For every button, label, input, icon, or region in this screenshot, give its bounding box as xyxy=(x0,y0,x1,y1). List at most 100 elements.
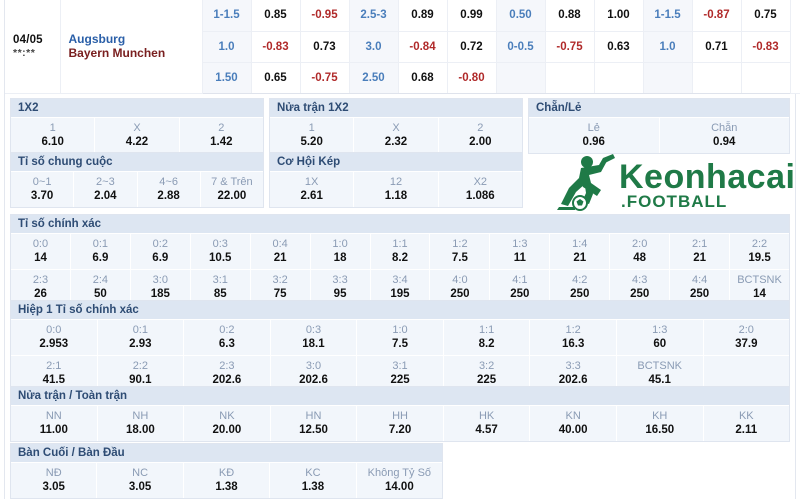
odds-option[interactable]: 0:1 2.93 xyxy=(97,320,185,355)
odds-option[interactable]: 1:0 18 xyxy=(310,234,371,269)
odds-option[interactable]: Lẻ 0.96 xyxy=(529,118,660,153)
odds-cell[interactable]: 0.89 xyxy=(398,0,448,32)
odds-option[interactable]: 0:0 14 xyxy=(11,234,71,269)
odds-option[interactable]: X 2.32 xyxy=(354,118,439,153)
odds-cell[interactable]: 0.50 xyxy=(496,0,546,32)
odds-option[interactable]: 3:1 85 xyxy=(190,270,251,305)
odds-option[interactable]: 1:1 8.2 xyxy=(370,234,431,269)
odds-option[interactable]: 1:1 8.2 xyxy=(443,320,531,355)
odds-option[interactable]: NK 20.00 xyxy=(184,406,271,441)
odds-cell[interactable]: 0.71 xyxy=(692,31,742,63)
odds-option[interactable]: Chẵn 0.94 xyxy=(659,118,789,153)
odds-option[interactable]: 4~6 2.88 xyxy=(137,172,201,207)
odds-cell[interactable]: 0-0.5 xyxy=(496,31,546,63)
odds-cell[interactable]: 1.00 xyxy=(594,0,644,32)
odds-option[interactable]: 0~1 3.70 xyxy=(11,172,75,207)
odds-option[interactable]: 3:3 202.6 xyxy=(530,356,617,391)
odds-option[interactable]: 4:1 250 xyxy=(490,270,551,305)
odds-cell[interactable]: 1-1.5 xyxy=(643,0,693,32)
odds-option[interactable]: 3:4 195 xyxy=(370,270,431,305)
odds-option[interactable]: 4:2 250 xyxy=(550,270,611,305)
odds-cell[interactable]: -0.80 xyxy=(447,62,497,95)
odds-option[interactable]: HK 4.57 xyxy=(443,406,531,441)
odds-option[interactable]: 1 5.20 xyxy=(270,118,355,153)
odds-option[interactable]: 1X 2.61 xyxy=(270,172,355,207)
odds-option[interactable]: NĐ 3.05 xyxy=(11,463,98,498)
odds-option[interactable]: 1:2 16.3 xyxy=(530,320,617,355)
odds-option[interactable]: 0:0 2.953 xyxy=(11,320,98,355)
odds-option[interactable]: NH 18.00 xyxy=(97,406,185,441)
odds-option[interactable]: KK 2.11 xyxy=(703,406,790,441)
odds-cell[interactable]: -0.84 xyxy=(398,31,448,63)
odds-cell[interactable]: -0.83 xyxy=(251,31,301,63)
odds-cell[interactable]: -0.95 xyxy=(300,0,350,32)
odds-option[interactable]: 3:3 95 xyxy=(310,270,371,305)
odds-option[interactable]: 4:4 250 xyxy=(670,270,731,305)
odds-option[interactable]: BCTSNK 14 xyxy=(730,270,789,305)
odds-option[interactable]: 0:2 6.3 xyxy=(184,320,271,355)
odds-cell[interactable]: 0.85 xyxy=(251,0,301,32)
odds-option[interactable]: X2 1.086 xyxy=(438,172,522,207)
odds-option[interactable]: 2:2 19.5 xyxy=(730,234,789,269)
odds-option[interactable]: NN 11.00 xyxy=(11,406,98,441)
odds-option[interactable]: 2~3 2.04 xyxy=(74,172,138,207)
odds-option[interactable]: 0:4 21 xyxy=(250,234,311,269)
odds-option[interactable]: KĐ 1.38 xyxy=(183,463,271,498)
odds-option[interactable]: 2 1.42 xyxy=(179,118,263,153)
away-team-name[interactable]: Bayern Munchen xyxy=(68,45,166,60)
odds-option[interactable]: 4:3 250 xyxy=(610,270,671,305)
odds-cell[interactable]: 0.73 xyxy=(300,31,350,63)
odds-cell[interactable]: -0.87 xyxy=(692,0,742,32)
odds-option[interactable]: 0:2 6.9 xyxy=(130,234,191,269)
odds-option[interactable]: KN 40.00 xyxy=(530,406,617,441)
odds-cell[interactable]: 1.0 xyxy=(202,31,252,63)
odds-option[interactable]: 1:0 7.5 xyxy=(357,320,444,355)
odds-option[interactable]: 2:3 26 xyxy=(11,270,71,305)
odds-option[interactable]: KH 16.50 xyxy=(616,406,704,441)
home-team-name[interactable]: Augsburg xyxy=(68,31,126,46)
odds-option[interactable]: 3:0 202.6 xyxy=(270,356,358,391)
odds-option[interactable]: 12 1.18 xyxy=(354,172,439,207)
odds-option[interactable]: 2:1 21 xyxy=(670,234,731,269)
odds-cell[interactable]: -0.75 xyxy=(300,62,350,95)
odds-cell[interactable]: -0.83 xyxy=(741,31,791,63)
odds-option[interactable]: Không Tỷ Số 14.00 xyxy=(356,463,443,498)
odds-option[interactable]: KC 1.38 xyxy=(270,463,357,498)
odds-option[interactable]: 2:1 41.5 xyxy=(11,356,98,391)
odds-cell[interactable]: 0.75 xyxy=(741,0,791,32)
odds-option[interactable]: 4:0 250 xyxy=(430,270,491,305)
odds-option[interactable]: 3:1 225 xyxy=(357,356,444,391)
match-teams-cell[interactable]: Augsburg Bayern Munchen xyxy=(60,0,203,94)
odds-option[interactable]: 7 & Trên 22.00 xyxy=(200,172,263,207)
odds-option[interactable]: 1 6.10 xyxy=(11,118,96,153)
odds-cell[interactable]: 0.88 xyxy=(545,0,595,32)
odds-cell[interactable]: 1.0 xyxy=(643,31,693,63)
odds-cell[interactable]: 0.63 xyxy=(594,31,644,63)
odds-option[interactable]: 2:0 48 xyxy=(610,234,671,269)
odds-option[interactable]: 3:2 225 xyxy=(443,356,531,391)
odds-cell[interactable]: 0.65 xyxy=(251,62,301,95)
odds-option[interactable]: HN 12.50 xyxy=(270,406,358,441)
odds-option[interactable]: 2:0 37.9 xyxy=(703,320,790,355)
odds-cell[interactable]: 1-1.5 xyxy=(202,0,252,32)
odds-cell[interactable]: 0.99 xyxy=(447,0,497,32)
odds-option[interactable]: 2:3 202.6 xyxy=(184,356,271,391)
odds-option[interactable]: 0:3 10.5 xyxy=(190,234,251,269)
odds-cell[interactable]: -0.75 xyxy=(545,31,595,63)
odds-option[interactable]: 3:0 185 xyxy=(130,270,191,305)
odds-cell[interactable]: 0.72 xyxy=(447,31,497,63)
odds-option[interactable]: HH 7.20 xyxy=(357,406,444,441)
odds-cell[interactable]: 0.68 xyxy=(398,62,448,95)
odds-option[interactable]: X 4.22 xyxy=(95,118,180,153)
odds-cell[interactable]: 1.50 xyxy=(202,62,252,95)
odds-option[interactable]: 3:2 75 xyxy=(250,270,311,305)
odds-cell[interactable]: 3.0 xyxy=(349,31,399,63)
odds-option[interactable]: 0:3 18.1 xyxy=(270,320,358,355)
odds-option[interactable]: BCTSNK 45.1 xyxy=(616,356,704,391)
odds-option[interactable]: 1:3 60 xyxy=(616,320,704,355)
odds-cell[interactable]: 2.5-3 xyxy=(349,0,399,32)
odds-option[interactable]: 1:4 21 xyxy=(550,234,611,269)
odds-option[interactable]: 0:1 6.9 xyxy=(70,234,131,269)
more-odds-cell[interactable]: 9 xyxy=(790,0,800,94)
odds-option[interactable]: NC 3.05 xyxy=(97,463,184,498)
